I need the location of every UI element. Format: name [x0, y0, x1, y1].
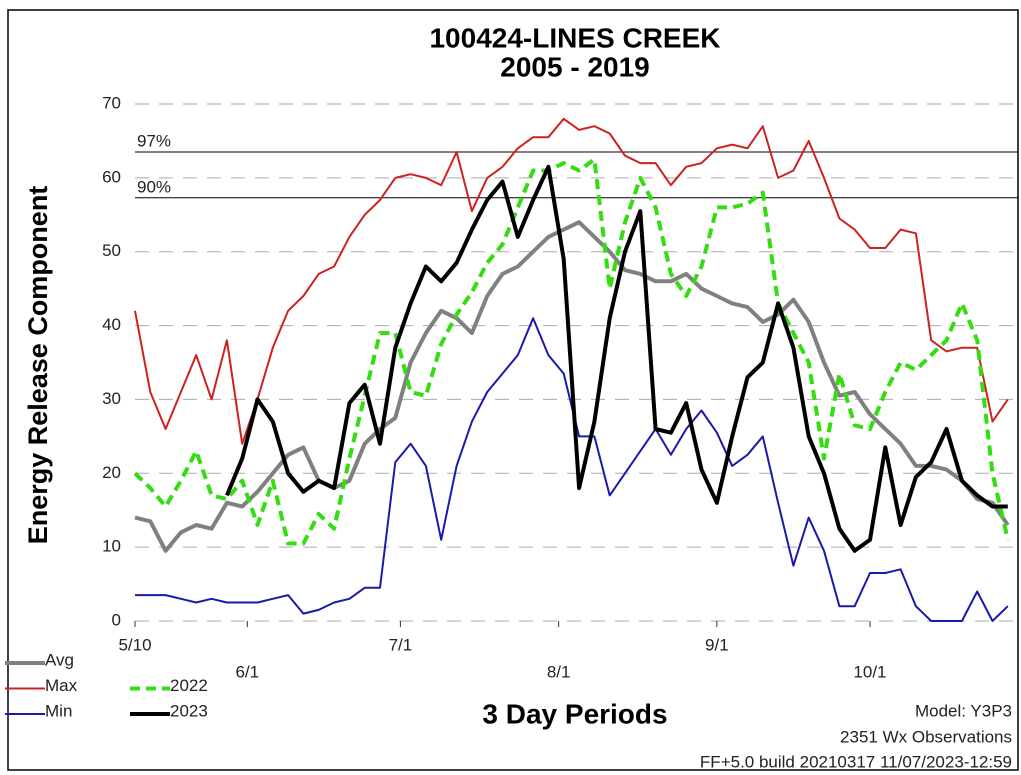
x-tick-label: 9/1: [705, 635, 729, 654]
y-tick-label: 60: [102, 167, 121, 186]
legend-label: 2022: [170, 676, 208, 695]
annotation: 2351 Wx Observations: [840, 727, 1012, 746]
x-tick-label: 7/1: [389, 635, 413, 654]
legend-label: Max: [45, 676, 78, 695]
series-line: [225, 164, 1008, 553]
series-line: [134, 220, 1010, 553]
y-tick-label: 50: [102, 241, 121, 260]
y-tick-label: 10: [102, 537, 121, 556]
series-line: [134, 117, 1009, 445]
y-tick-label: 40: [102, 315, 121, 334]
y-tick-label: 0: [112, 610, 121, 629]
annotation: FF+5.0 build 20210317 11/07/2023-12:59: [700, 752, 1012, 771]
reference-label: 97%: [137, 131, 171, 150]
y-tick-label: 30: [102, 389, 121, 408]
x-tick-label: 6/1: [235, 662, 259, 681]
x-tick-label: 10/1: [853, 662, 886, 681]
x-axis-label: 3 Day Periods: [482, 698, 667, 729]
x-tick-label: 5/10: [118, 635, 151, 654]
x-tick-label: 8/1: [547, 662, 571, 681]
y-tick-label: 20: [102, 463, 121, 482]
series-line: [135, 317, 1009, 622]
frame: [7, 9, 1019, 771]
chart-title: 100424-LINES CREEK: [429, 22, 720, 53]
series-line: [133, 157, 1010, 546]
y-tick-label: 70: [102, 93, 121, 112]
annotation: Model: Y3P3: [915, 701, 1012, 720]
legend-label: 2023: [170, 701, 208, 720]
y-axis-label: Energy Release Component: [23, 186, 53, 545]
legend-label: Min: [45, 701, 72, 720]
reference-label: 90%: [137, 177, 171, 196]
chart-subtitle: 2005 - 2019: [500, 51, 649, 82]
legend-label: Avg: [45, 650, 74, 669]
